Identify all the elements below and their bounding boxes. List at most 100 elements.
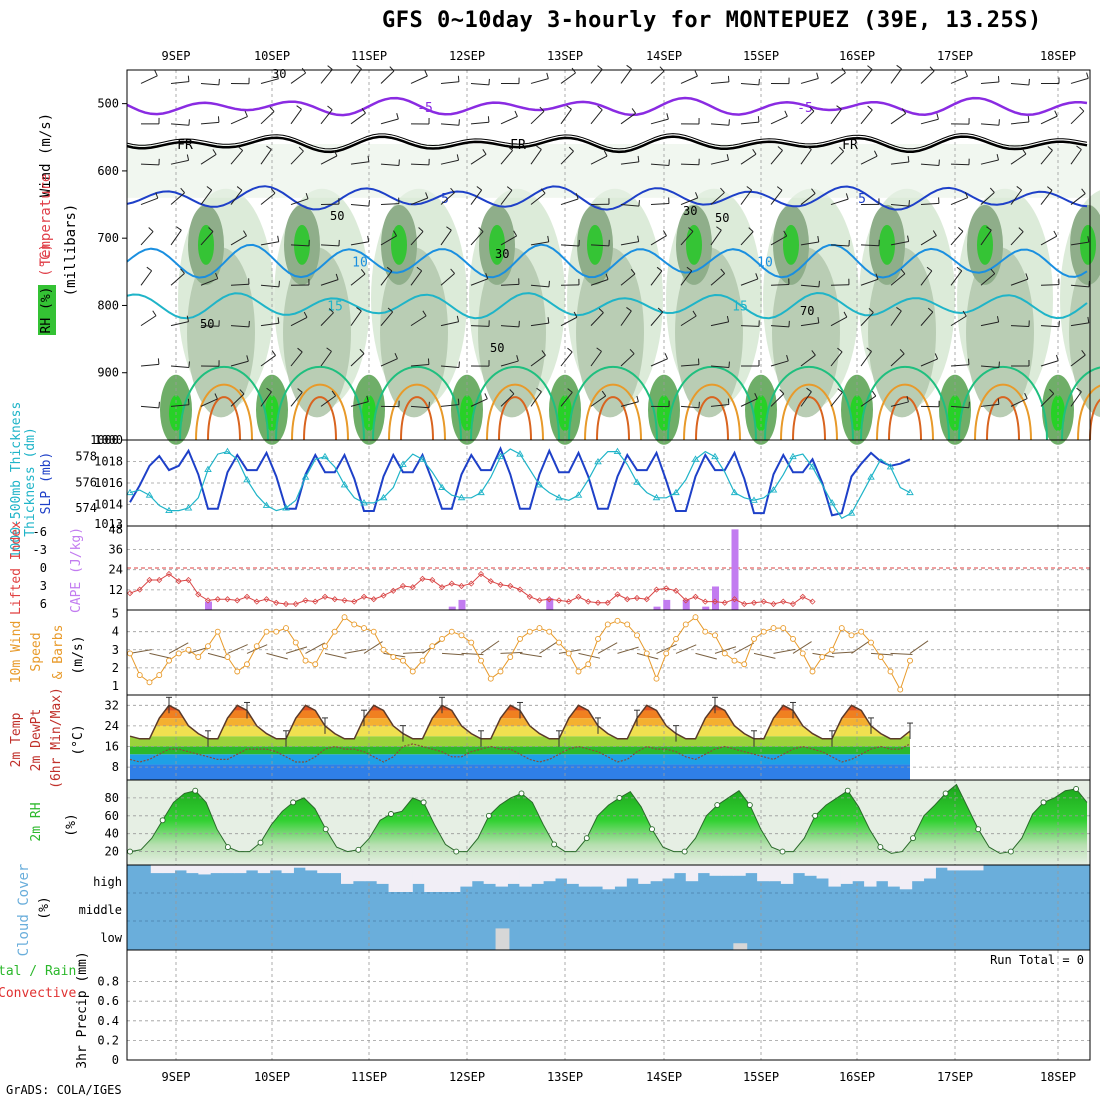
- isotherm-line: [126, 291, 1088, 320]
- surface-wind-barb: [227, 644, 248, 654]
- wind-barb: [811, 188, 816, 194]
- wind-barb: [860, 351, 872, 367]
- precip-tick: 0.2: [97, 1033, 119, 1047]
- high-cloud-bar: [852, 865, 865, 882]
- wind-barb: [470, 121, 489, 125]
- high-cloud-bar: [566, 865, 580, 884]
- wind-speed-marker: [760, 628, 767, 635]
- wind-barb: [1010, 82, 1029, 86]
- wind-barb: [871, 390, 877, 397]
- surface-wind-barb: [344, 649, 367, 654]
- wind-barb: [710, 192, 725, 205]
- warm-contour: [388, 383, 446, 441]
- cape-bar: [458, 599, 466, 610]
- li-marker: [126, 590, 134, 597]
- li-marker: [536, 597, 543, 604]
- surface-wind-barb: [129, 649, 152, 654]
- wind-barb: [980, 365, 999, 369]
- wind-barb: [236, 186, 243, 191]
- wind-speed-marker: [322, 643, 328, 650]
- wind-speed-marker: [565, 650, 572, 657]
- wind-speed-marker: [536, 625, 543, 632]
- wind-barb: [866, 347, 872, 352]
- wind-barb: [296, 105, 302, 110]
- wind-barb: [590, 109, 603, 125]
- wind-barb: [509, 389, 515, 395]
- li-marker: [546, 596, 553, 603]
- surface-wind-barb: [363, 641, 383, 654]
- wind-speed-marker: [351, 621, 358, 628]
- surface-wind-barb: [675, 644, 697, 654]
- wind-barb: [783, 230, 788, 237]
- pressure-tick: 900: [97, 366, 119, 380]
- thickness-marker: [496, 452, 505, 460]
- wind-barb: [170, 365, 189, 368]
- wind-barb: [394, 352, 398, 359]
- cape-bar: [653, 606, 661, 610]
- wind-barb: [998, 361, 1000, 368]
- wind-barb: [350, 310, 362, 326]
- wind-barb: [664, 353, 668, 360]
- wind-barb: [380, 358, 398, 367]
- wind-barb: [936, 113, 939, 120]
- wind-speed-marker: [468, 639, 475, 646]
- thickness-marker: [535, 481, 544, 488]
- wind-speed-marker: [741, 661, 748, 668]
- wind-barb: [989, 187, 995, 193]
- wind-speed-marker: [429, 643, 436, 650]
- wind-barb: [290, 198, 309, 206]
- wind-barb: [187, 398, 190, 405]
- wind-barb: [726, 315, 730, 323]
- li-marker: [253, 598, 260, 605]
- wind-barb: [297, 347, 303, 353]
- ylabel-cape: CAPE (J/kg): [69, 527, 84, 613]
- wind-barb: [860, 69, 873, 84]
- slp-tick: 1016: [94, 476, 123, 490]
- wind-barb: [260, 391, 272, 407]
- rh-contour-label: 30: [272, 67, 286, 81]
- wind-barb: [530, 284, 549, 288]
- wind-barb: [710, 404, 729, 407]
- li-marker: [195, 591, 202, 598]
- li-marker: [370, 596, 377, 603]
- wind-barb: [547, 235, 550, 242]
- high-cloud-bar: [816, 865, 829, 879]
- wind-speed-marker: [790, 635, 796, 642]
- rh-contour-label: 50: [490, 341, 504, 355]
- surface-wind-barb: [656, 644, 677, 654]
- thickness-marker: [633, 478, 641, 485]
- wind-barb: [650, 311, 664, 326]
- temp-band: [130, 764, 910, 780]
- thickness-marker: [262, 501, 271, 508]
- wind-barb: [890, 161, 909, 165]
- wind-barb: [845, 193, 849, 200]
- warm-contour: [780, 383, 838, 441]
- wind-speed-marker: [263, 628, 270, 635]
- warm-contour: [667, 366, 757, 441]
- slp-line: [129, 445, 911, 517]
- high-cloud-bar: [317, 865, 330, 874]
- thickness-marker: [145, 491, 154, 498]
- li-marker: [497, 581, 504, 588]
- wind-barb: [386, 266, 393, 272]
- li-marker: [214, 596, 221, 603]
- wind-barb: [818, 280, 820, 287]
- thickness-marker: [516, 450, 524, 457]
- wind-speed-marker: [370, 628, 377, 635]
- ylabel-cloud-cover: Cloud Cover: [16, 864, 32, 957]
- wind-speed-marker: [858, 628, 865, 635]
- high-cloud-bar: [293, 865, 306, 868]
- wind-barb: [367, 235, 370, 242]
- wind-barb: [860, 395, 877, 407]
- wind-barb: [650, 70, 665, 84]
- isotherm-line: [126, 135, 1088, 154]
- wind-barb: [1053, 230, 1058, 237]
- wind-barb: [920, 235, 937, 246]
- wind-barb: [560, 108, 572, 125]
- wind-barb: [530, 241, 549, 246]
- high-cloud-bar: [555, 865, 568, 879]
- wind-speed-marker: [575, 668, 582, 675]
- wind-speed-marker: [751, 635, 757, 642]
- warm-contour: [1061, 366, 1100, 441]
- wind-barb: [1070, 241, 1089, 246]
